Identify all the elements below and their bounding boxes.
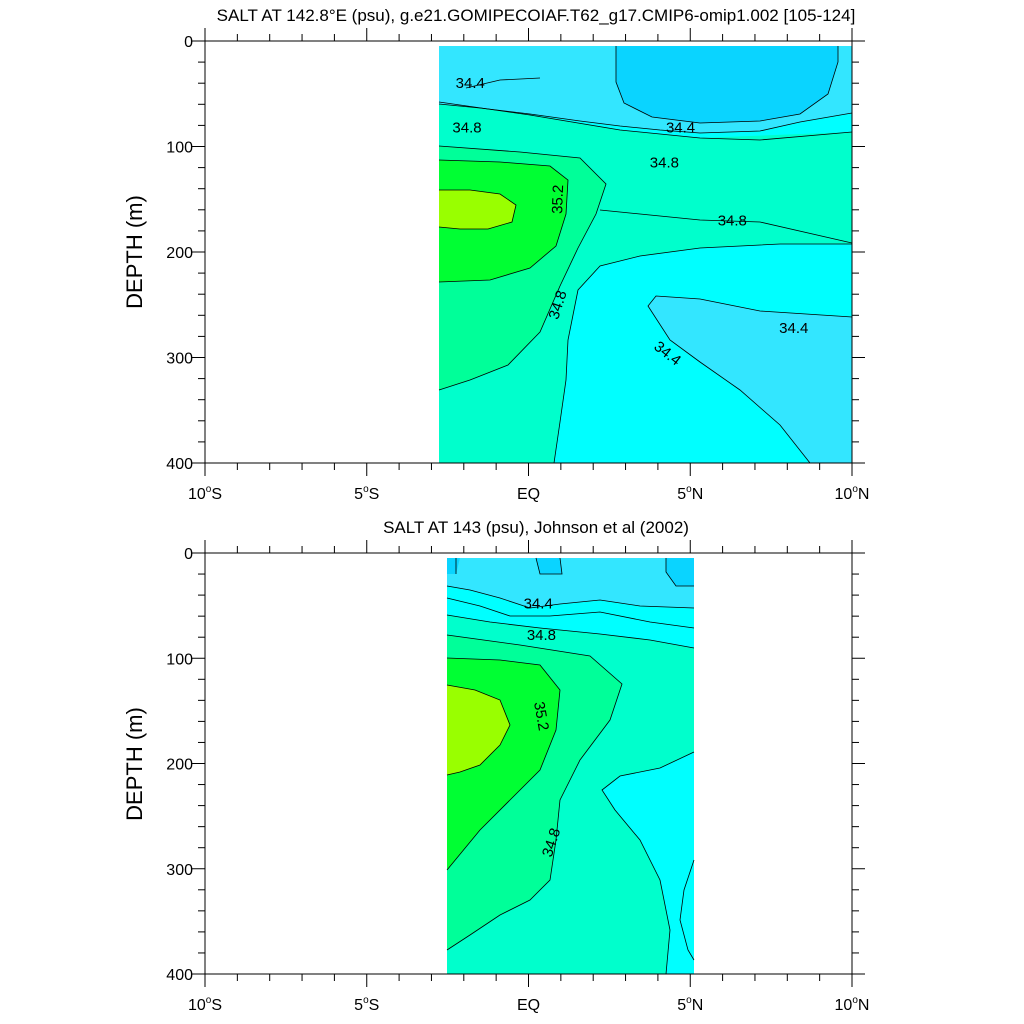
fill-band-34.2-34.4 — [616, 46, 838, 123]
contour-line — [455, 557, 694, 587]
y-tick-label: 300 — [166, 862, 193, 879]
contour-line — [446, 614, 695, 649]
chart-panel-observed: SALT AT 143 (psu), Johnson et al (2002) … — [122, 518, 869, 1014]
y-axis-label: DEPTH (m) — [122, 195, 147, 309]
y-tick-label: 100 — [166, 140, 193, 157]
contour-line — [438, 145, 607, 391]
x-tick-label: 5oN — [677, 995, 703, 1014]
y-tick-label: 0 — [184, 34, 193, 51]
contour-line — [615, 46, 839, 124]
chart-panel-model: SALT AT 142.8°E (psu), g.e21.GOMIPECOIAF… — [122, 6, 869, 503]
contour-line — [599, 209, 852, 244]
contour-line — [446, 597, 695, 629]
contour-line — [446, 634, 623, 951]
y-tick-label: 300 — [166, 351, 193, 368]
contour-label: 34.8 — [650, 154, 679, 171]
salinity-fill-field — [447, 558, 694, 974]
x-tick-label: 10oN — [835, 995, 870, 1014]
contour-label: 34.4 — [666, 120, 695, 137]
contour-line — [647, 295, 852, 463]
contour-line — [446, 657, 561, 871]
fill-band-35.4-35.6 — [439, 190, 516, 229]
chart-title: SALT AT 142.8°E (psu), g.e21.GOMIPECOIAF… — [217, 6, 856, 25]
x-axis: 10oS 5oS EQ 5oN 10oN — [188, 28, 869, 503]
fill-band-35.4-35.6 — [447, 685, 510, 775]
fill-band-34.4-34.6-lower — [648, 296, 852, 463]
y-tick-label: 200 — [166, 245, 193, 262]
x-tick-label: 5oS — [354, 484, 379, 503]
x-tick-label: 10oS — [188, 995, 222, 1014]
x-tick-label: 10oS — [188, 484, 222, 503]
contour-line — [446, 585, 695, 609]
contour-line — [601, 751, 695, 974]
contour-label: 34.8 — [527, 627, 556, 644]
fill-band-34.2-34.4 — [447, 558, 694, 586]
contour-label: 34.4 — [524, 596, 553, 613]
contour-line — [438, 103, 852, 134]
contour-line — [438, 189, 517, 230]
x-tick-label: EQ — [517, 997, 540, 1014]
x-tick-label: 5oN — [677, 484, 703, 503]
y-axis-label: DEPTH (m) — [122, 707, 147, 821]
y-tick-label: 100 — [166, 651, 193, 668]
fill-band-34.4-34.6 — [447, 558, 694, 608]
contour-line — [465, 77, 541, 89]
y-axis: 0 100 200 300 400 — [166, 546, 865, 984]
contour-label: 34.8 — [452, 120, 481, 137]
contour-lines — [446, 557, 695, 974]
contour-lines — [438, 46, 852, 463]
contour-label: 35.2 — [549, 184, 567, 214]
x-axis: 10oS 5oS EQ 5oN 10oN — [188, 540, 869, 1014]
contour-line — [553, 243, 852, 463]
y-tick-label: 200 — [166, 757, 193, 774]
contour-line — [438, 159, 569, 283]
y-tick-label: 400 — [166, 456, 193, 473]
x-tick-label: EQ — [517, 486, 540, 503]
contour-line — [679, 859, 695, 961]
contour-label: 35.2 — [530, 700, 552, 732]
y-axis: 0 100 200 300 400 — [166, 34, 865, 473]
y-tick-label: 0 — [184, 546, 193, 563]
chart-title: SALT AT 143 (psu), Johnson et al (2002) — [383, 518, 689, 537]
contour-line — [438, 101, 852, 141]
contour-label: 34.8 — [718, 212, 747, 229]
y-tick-label: 400 — [166, 967, 193, 984]
salinity-fill-field — [439, 46, 852, 463]
contour-label: 34.4 — [779, 320, 808, 337]
contour-label: 34.4 — [456, 75, 485, 92]
x-tick-label: 5oS — [354, 995, 379, 1014]
contour-line — [446, 684, 511, 776]
x-tick-label: 10oN — [835, 484, 870, 503]
